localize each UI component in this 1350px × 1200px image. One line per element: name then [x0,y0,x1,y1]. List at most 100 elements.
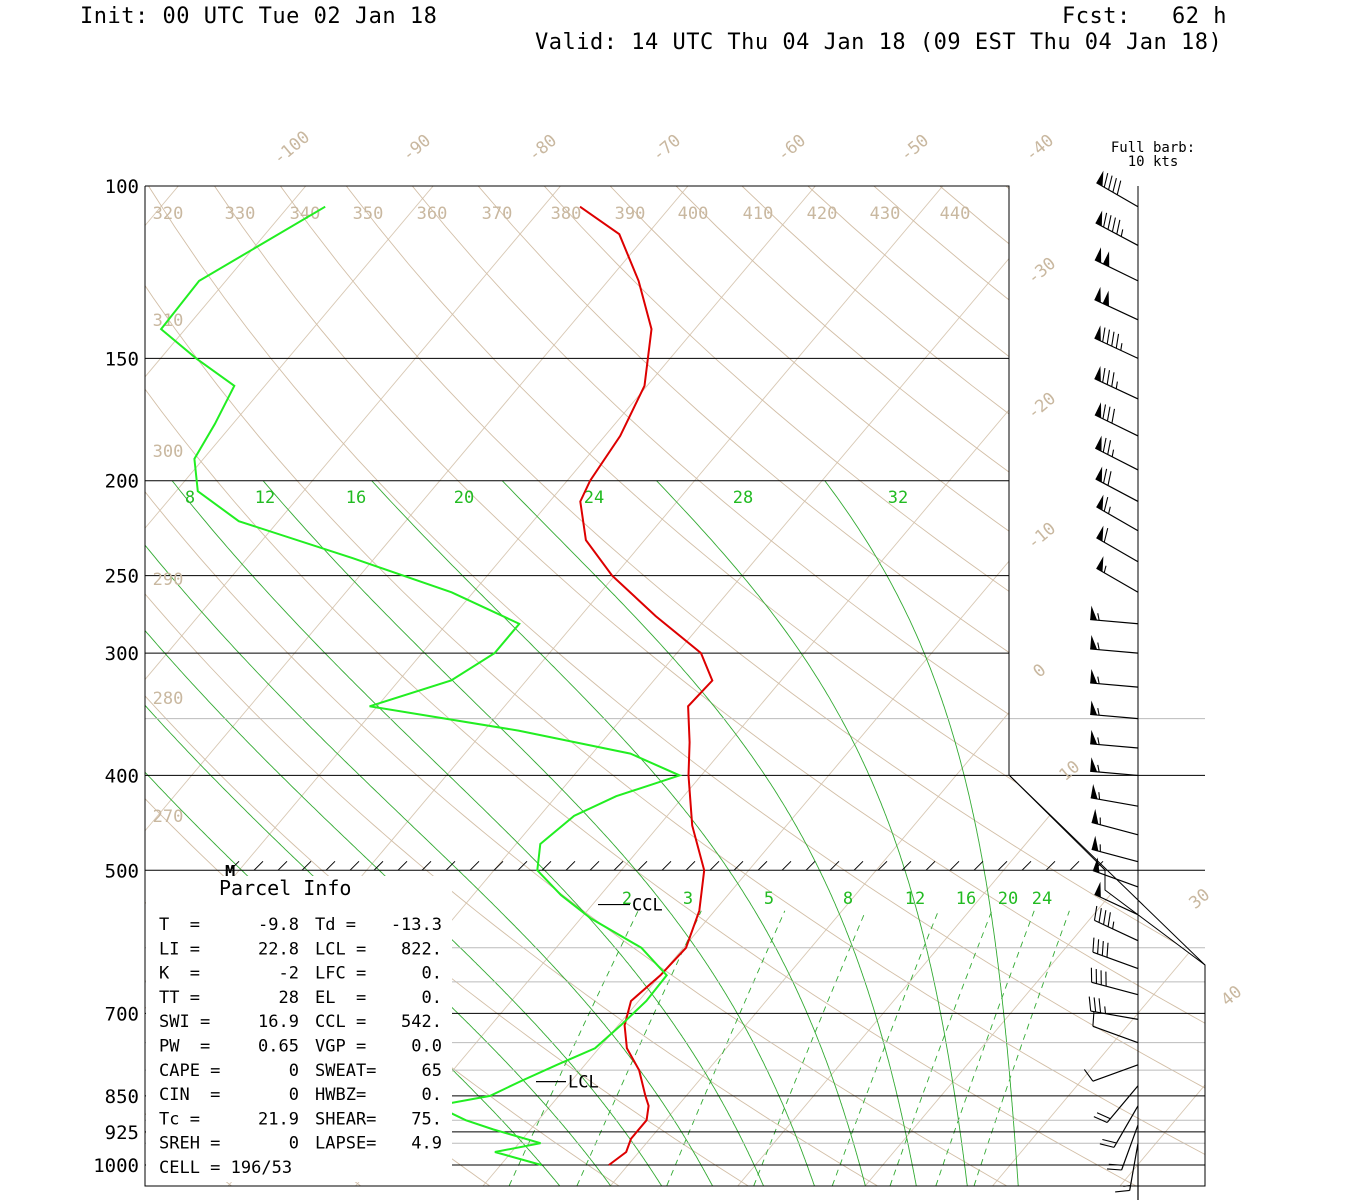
hatch-mark [229,860,240,871]
parcel-info-key: SHEAR= [315,1109,376,1129]
pressure-label: 300 [105,643,139,665]
hatch-mark [373,860,384,871]
barb-feather [1101,940,1104,956]
barb-feather [1112,177,1117,193]
wind-barb [1092,937,1139,970]
pressure-label: 250 [105,566,139,588]
barb-pennant [1092,857,1100,873]
wind-barb [1094,435,1139,471]
parcel-info-value: 0. [422,1085,442,1105]
wind-barb [1090,700,1139,720]
isotherm-label: -90 [399,131,435,166]
barb-feather [1106,329,1111,345]
moist-adiabat-label: 16 [346,488,366,508]
wind-barb [1088,996,1139,1020]
wind-barb [1093,1085,1139,1124]
barb-pennant [1090,784,1098,800]
barb-half-feather [1097,642,1100,650]
theta-label: 340 [290,204,321,224]
parcel-info-value: 28 [279,988,299,1008]
theta-label: 430 [870,204,901,224]
dry-adiabat-line [1005,186,1205,1186]
barb-feather [1111,217,1116,232]
barb-feather [1102,437,1107,453]
theta-label: 360 [417,204,448,224]
dry-adiabat-line [0,186,102,1186]
mixing-ratio-line [935,910,1035,1186]
hatch-mark [445,860,456,871]
hatch-mark [1021,860,1032,871]
barb-feather [1096,1112,1111,1120]
barb-pennant [1102,251,1110,267]
isotherm-line [145,186,325,1186]
pressure-label: 100 [105,176,139,198]
barb-half-feather [1123,1184,1131,1187]
barb-shaft [1092,869,1139,888]
barb-feather [1097,939,1100,954]
mixing-ratio-label: 2 [622,889,632,909]
mixing-ratio-label: 8 [843,889,853,909]
barb-feather [1103,172,1109,188]
barb-pennant [1090,757,1098,772]
barb-pennant [1094,325,1101,342]
theta-label: 440 [940,204,971,224]
barb-header-line2: 10 kts [1128,154,1179,170]
barb-feather [1106,406,1111,422]
barb-half-feather [1097,764,1100,773]
hatch-mark [325,860,336,871]
moist-adiabat-label: 12 [255,488,275,508]
wind-barb [1090,967,1139,996]
barb-feather [1107,1168,1122,1171]
barb-feather [1108,175,1113,190]
barb-shaft [1090,682,1139,688]
isotherm-line [992,186,1205,1186]
wind-barb [1107,1124,1139,1171]
barb-shaft [1121,1124,1139,1171]
pressure-label: 400 [105,765,139,787]
isotherm-label: -50 [897,131,933,166]
barb-pennant [1091,808,1099,825]
isotherm-label: 40 [1218,982,1247,1010]
hatch-mark [613,860,624,871]
barb-shaft [1091,821,1139,836]
barb-feather [1106,942,1109,958]
parcel-info-key: Td = [315,915,356,935]
barb-feather [1116,219,1121,235]
theta-label: 290 [153,570,184,590]
pressure-label: 1000 [93,1155,139,1177]
moist-adiabat-label: 20 [454,488,474,508]
hatch-mark [469,860,480,871]
barb-pennant [1102,290,1109,307]
dewpoint-profile [159,205,683,1166]
barb-half-feather [1112,921,1115,929]
dry-adiabat-line [148,186,1205,1186]
parcel-info-value: 21.9 [258,1109,299,1129]
barb-pennant [1096,170,1104,187]
barb-shaft [1090,1010,1139,1020]
mixing-ratio-label: 24 [1032,889,1052,909]
barb-feather [1103,497,1109,512]
parcel-info-value: 0 [289,1134,299,1154]
hatch-mark [853,860,864,871]
parcel-info-value: 16.9 [258,1012,299,1032]
barb-feather [1107,215,1112,230]
parcel-info-key: LAPSE= [315,1134,376,1154]
dry-adiabat-line [741,186,1205,1186]
barb-shaft [1094,919,1139,942]
barb-pennant [1091,835,1099,852]
isotherm-line [1119,186,1205,1186]
barb-half-feather [1103,565,1107,573]
sounding-profiles [159,205,714,1166]
parcel-info-key: Tc = [159,1109,200,1129]
wind-barb [1137,1165,1139,1200]
barb-feather [1107,471,1112,486]
init-time: Init: 00 UTC Tue 02 Jan 18 [80,4,438,29]
annotations: LCL CCL M [225,862,663,1092]
hatch-mark [493,860,504,871]
barb-feather [1092,937,1095,953]
barb-shaft [1090,618,1139,625]
barb-feather [1102,404,1107,419]
parcel-info-key: TT = [159,988,200,1008]
parcel-info-key: CAPE = [159,1061,220,1081]
dry-adiabat-line [345,186,1205,1186]
